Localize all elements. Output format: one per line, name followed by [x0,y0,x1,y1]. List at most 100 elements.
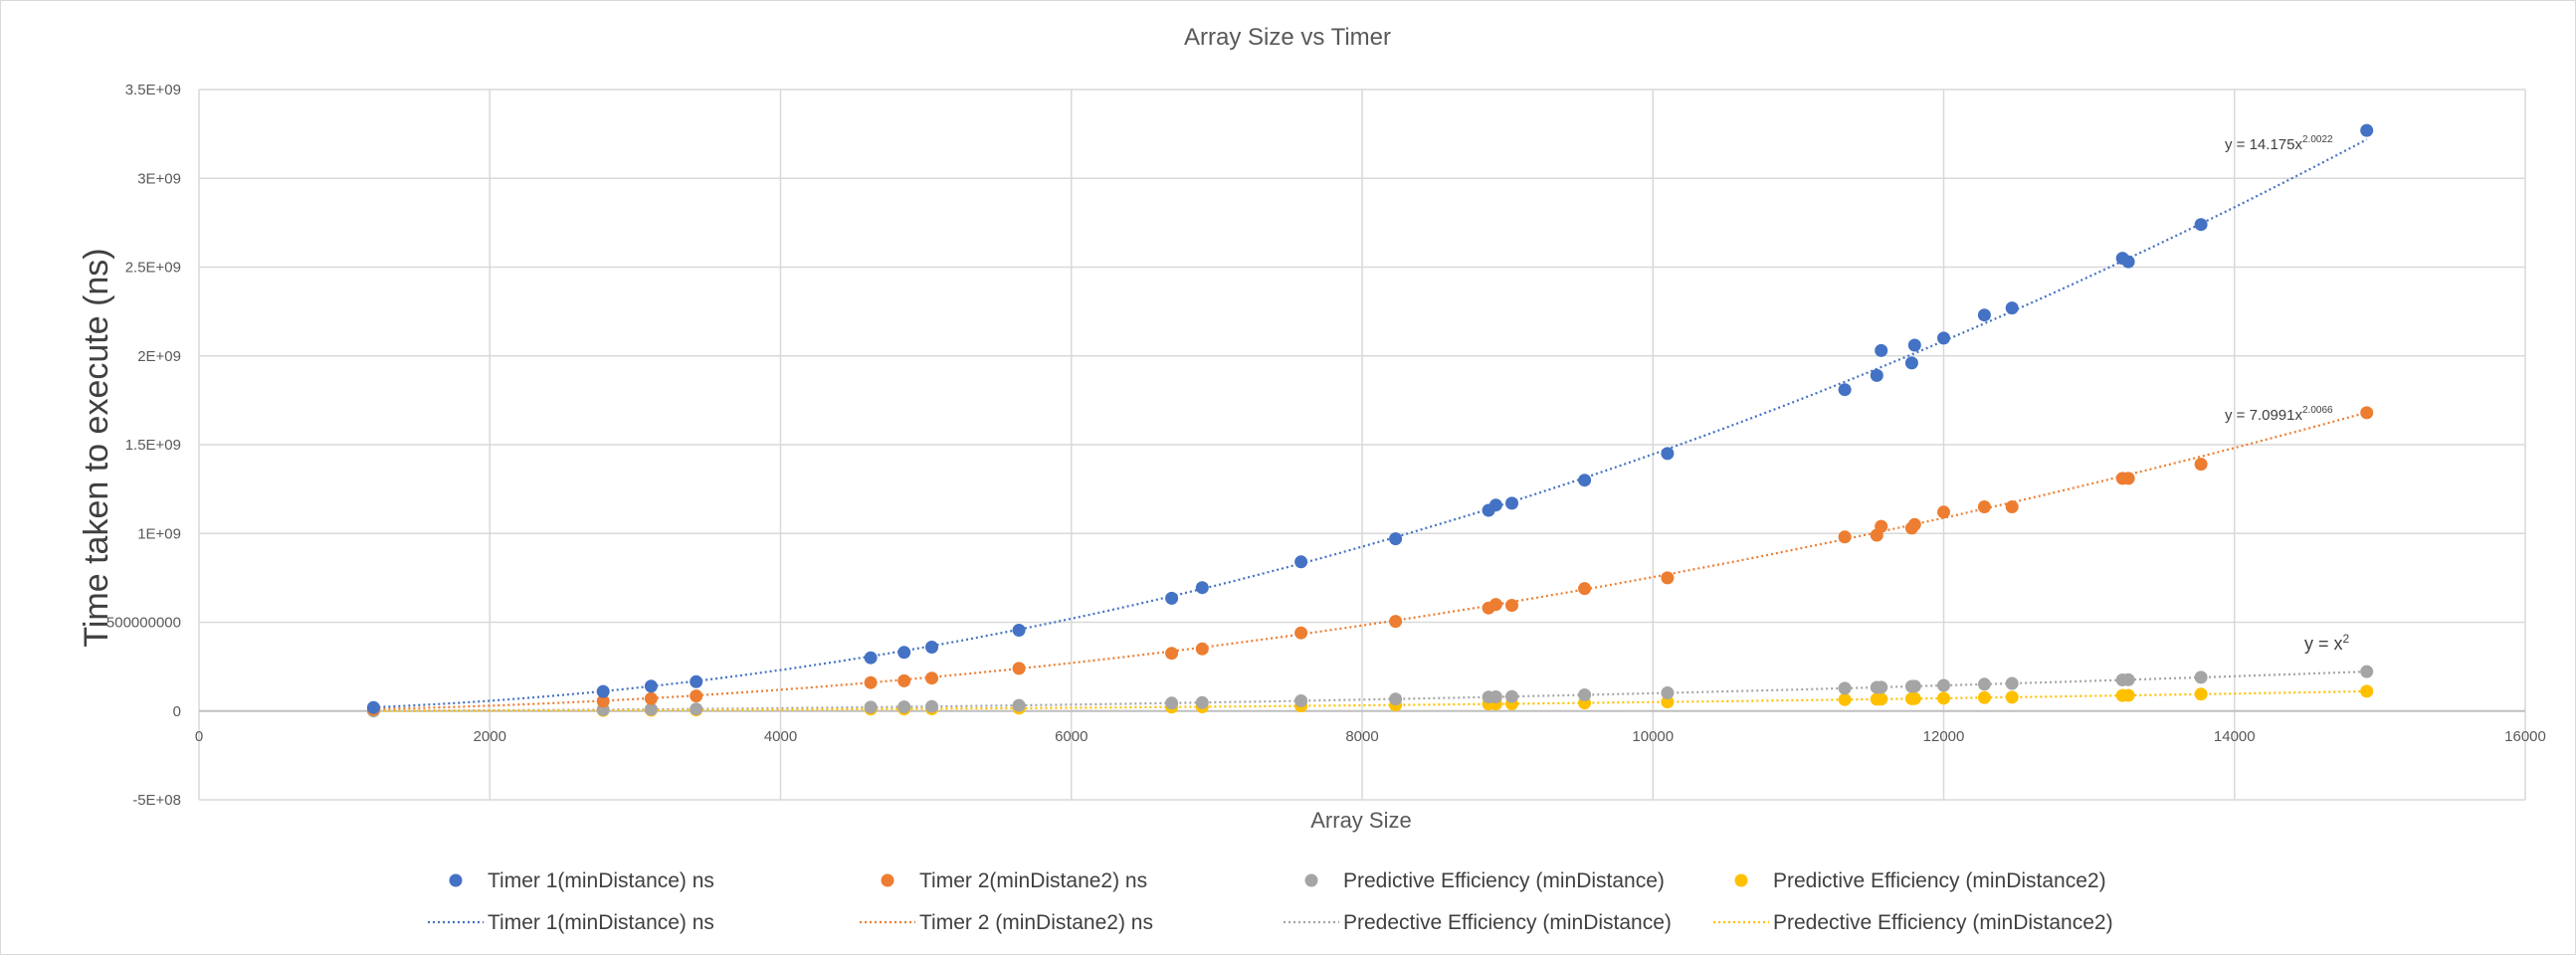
equation-exponent: 2.0022 [2302,134,2333,145]
series-3-point [1875,680,1888,694]
series-3-point [925,699,938,713]
series-3-point [1578,688,1592,701]
series-1-point [1870,368,1883,382]
series-1-point [2121,255,2135,269]
equation-base: y = 14.175x [2225,136,2302,153]
y-tick-label: 1E+09 [137,525,181,542]
x-tick-label: 14000 [2214,728,2256,745]
series-1-point [1907,338,1921,352]
series-2-point [925,671,938,685]
series-1-point [1977,308,1991,322]
series-2-point [897,673,911,687]
trendlines [373,138,2368,712]
series-4-point [2005,690,2019,704]
y-axis-label: Time taken to execute (ns) [78,248,115,647]
y-tick-label: 2E+09 [137,348,181,365]
series-4-point [2360,684,2374,698]
y-tick-label: 0 [173,703,181,720]
series-2-point [1907,517,1921,531]
axis-ticks: 0 2000 4000 6000 8000 10000 12000 14000 16000 -5E… [106,82,2546,809]
series-1-point [1937,331,1950,345]
series-3-point [2360,665,2374,678]
y-tick-label: 1.5E+09 [125,437,181,454]
series-2-point [690,689,703,703]
legend-trend-label-2: Timer 2 (minDistane2) ns [919,911,1153,934]
series-2-point [1875,519,1888,533]
series-3-point [1294,694,1308,707]
series-2-point [1661,571,1675,585]
series-3-point [1907,679,1921,693]
legend-marker-2 [881,873,894,887]
y-tick-label: 3.5E+09 [125,82,181,98]
x-tick-label: 2000 [474,728,506,745]
series-3-point [1505,689,1518,703]
x-tick-label: 8000 [1345,728,1378,745]
series-1-point [1012,624,1026,637]
trendline-4 [373,689,2367,712]
series-3-point [644,702,658,716]
series-4-point [2121,688,2135,702]
trendline-2 [373,411,2367,710]
series-2-point [1195,642,1209,656]
x-tick-label: 0 [195,728,203,745]
series-1-point [1875,343,1888,357]
equation-exponent: 2 [2343,632,2350,646]
series-2-point [2360,406,2374,420]
x-tick-label: 10000 [1632,728,1674,745]
series-3-point [2121,672,2135,686]
legend-label-1: Timer 1(minDistance) ns [488,869,714,892]
series-3-point [1937,678,1950,692]
series-2-point [2194,458,2208,472]
series-3-point [2005,676,2019,690]
legend-label-2: Timer 2(minDistane2) ns [919,869,1147,892]
equation-exponent: 2.0066 [2302,405,2333,416]
series-1-point [1505,496,1518,510]
series-1-point [1838,383,1852,397]
series-1-point [2194,218,2208,232]
y-tick-label: -5E+08 [132,792,181,809]
series-2-point [1165,647,1179,661]
trendline-3 [373,670,2367,712]
series-3-point [1977,677,1991,691]
series-1-point [1195,581,1209,595]
data-points [366,123,2374,718]
series-2-point [1012,662,1026,675]
series-2-point [2005,500,2019,513]
series-2-point [1578,582,1592,596]
series-4-point [1838,692,1852,706]
series-3-point [864,700,878,714]
series-2-point [644,691,658,705]
series-3-point [690,702,703,716]
series-1-point [897,646,911,660]
legend-marker-1 [449,873,463,887]
series-3-point [1165,696,1179,710]
y-tick-label: 2.5E+09 [125,260,181,277]
legend-trend-label-3: Predective Efficiency (minDistance) [1343,911,1672,934]
legend-marker-4 [1734,873,1748,887]
x-tick-label: 6000 [1055,728,1088,745]
series-3-point [897,700,911,714]
trendline-equation-3: y = x2 [2304,632,2350,654]
series-2-point [864,675,878,689]
series-4-point [1875,692,1888,706]
series-1-point [1165,591,1179,605]
series-3-point [1195,695,1209,709]
series-2-point [1977,500,1991,513]
series-3-point [1012,698,1026,712]
legend-label-3: Predictive Efficiency (minDistance) [1343,869,1665,892]
series-2-point [1505,599,1518,612]
y-tick-label: 500000000 [106,615,181,632]
chart-title: Array Size vs Timer [1184,24,1391,51]
series-3-point [2194,670,2208,684]
series-4-point [1907,691,1921,705]
series-1-point [925,641,938,654]
series-1-point [2360,123,2374,137]
legend-trend-label-1: Timer 1(minDistance) ns [488,911,714,934]
legend-label-4: Predictive Efficiency (minDistance2) [1773,869,2106,892]
y-tick-label: 3E+09 [137,170,181,187]
trendline-1 [373,138,2368,709]
series-1-point [864,651,878,665]
series-1-point [690,674,703,688]
series-1-point [1578,474,1592,487]
